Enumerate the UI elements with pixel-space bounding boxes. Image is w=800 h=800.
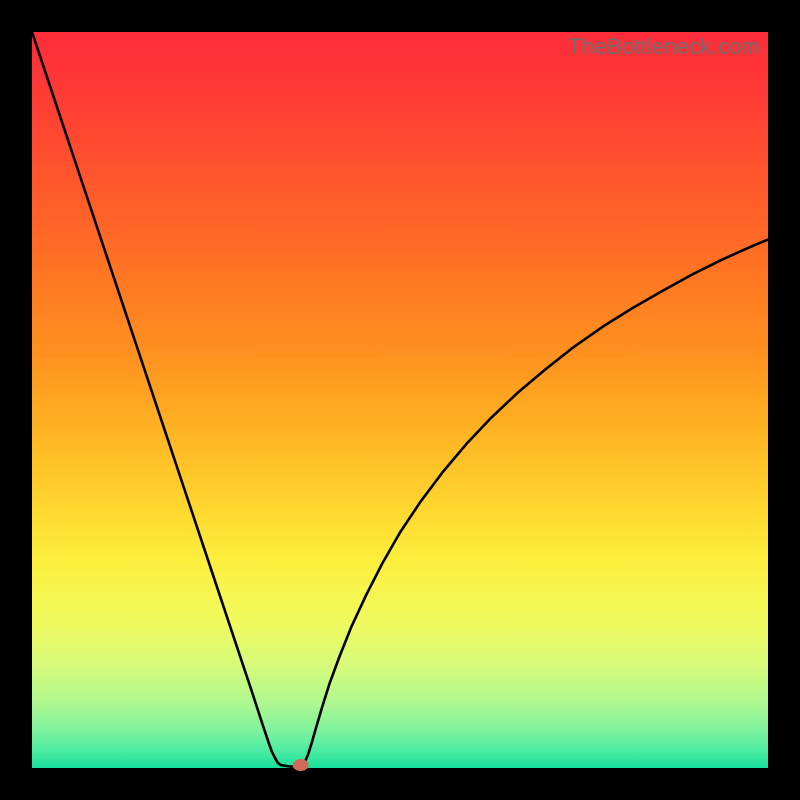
bottleneck-curve: [32, 32, 768, 767]
min-point-marker: [293, 759, 309, 771]
plot-area: TheBottleneck.com: [32, 32, 768, 768]
chart-outer-frame: TheBottleneck.com: [0, 0, 800, 800]
chart-svg-layer: [32, 32, 768, 768]
